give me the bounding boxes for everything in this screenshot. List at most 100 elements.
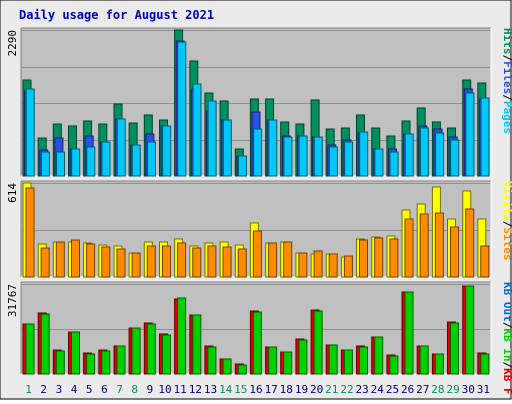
x-tick-label-25: 25 — [386, 383, 399, 396]
side-legend-sites: Sites — [501, 227, 512, 260]
x-tick-label-28: 28 — [431, 383, 444, 396]
bar-sites-day-12 — [192, 247, 202, 278]
bar-sites-day-21 — [328, 253, 338, 278]
bar-sites-day-28 — [434, 212, 444, 278]
bar-kb-in-day-5 — [86, 353, 96, 375]
bar-kb-in-day-6 — [101, 350, 111, 375]
bar-pages-day-16 — [253, 128, 263, 177]
bar-sites-day-15 — [237, 248, 247, 278]
x-tick-label-31: 31 — [477, 383, 490, 396]
bar-kb-in-day-11 — [177, 297, 187, 375]
bar-pages-day-15 — [238, 155, 247, 177]
side-legend-kb-f: KB F — [501, 368, 512, 395]
bar-pages-day-4 — [71, 148, 81, 177]
x-tick-label-26: 26 — [401, 383, 414, 396]
x-tick-label-7: 7 — [116, 383, 123, 396]
side-legend-text: Hits/Files/Pages — [501, 28, 512, 134]
x-tick-label-9: 9 — [147, 383, 154, 396]
bar-pages-day-18 — [283, 136, 293, 177]
x-tick-label-1: 1 — [25, 383, 32, 396]
bar-sites-day-23 — [359, 239, 368, 278]
bar-pages-day-19 — [298, 135, 308, 177]
bar-sites-day-22 — [343, 255, 353, 278]
bar-kb-in-day-27 — [419, 345, 429, 375]
bar-sites-day-8 — [131, 252, 141, 278]
side-legend: Hits/Files/Pages — [501, 28, 512, 134]
side-legend-kb-out: KB Out — [501, 282, 512, 322]
bar-kb-in-day-10 — [162, 334, 171, 375]
bar-pages-day-20 — [313, 136, 323, 177]
x-tick-label-18: 18 — [280, 383, 293, 396]
x-tick-label-5: 5 — [86, 383, 93, 396]
bar-kb-in-day-30 — [465, 285, 475, 375]
x-tick-label-20: 20 — [310, 383, 323, 396]
bar-kb-in-day-13 — [207, 346, 217, 375]
bar-sites-day-14 — [222, 246, 232, 278]
side-legend-files: Files — [501, 61, 512, 94]
bar-kb-in-day-29 — [450, 322, 459, 375]
bar-kb-in-day-26 — [404, 291, 414, 375]
bar-sites-day-4 — [71, 239, 80, 278]
bar-sites-day-6 — [101, 246, 111, 278]
bars — [22, 285, 490, 375]
bar-pages-day-6 — [101, 141, 111, 177]
y-max-label: 2290 — [6, 30, 19, 57]
side-legend-separator: / — [501, 322, 512, 329]
bar-kb-in-day-8 — [131, 327, 141, 375]
x-tick-label-2: 2 — [40, 383, 47, 396]
x-tick-label-6: 6 — [101, 383, 108, 396]
bar-pages-day-21 — [328, 146, 338, 177]
bars — [22, 29, 490, 177]
side-legend-visits: Visits — [501, 181, 512, 221]
bar-kb-in-day-31 — [480, 353, 490, 375]
x-tick-label-30: 30 — [462, 383, 475, 396]
side-legend-text: Visits/Sites — [501, 181, 512, 261]
bar-sites-day-20 — [313, 250, 323, 278]
bar-pages-day-8 — [131, 144, 141, 177]
x-tick-label-21: 21 — [325, 383, 338, 396]
side-legend-separator: / — [501, 221, 512, 228]
bar-pages-day-25 — [389, 151, 399, 177]
bar-sites-day-25 — [389, 238, 399, 278]
bar-sites-day-9 — [146, 245, 156, 278]
bar-pages-day-9 — [147, 141, 156, 177]
bar-pages-day-11 — [177, 41, 187, 177]
y-max-label: 31767 — [6, 284, 19, 317]
panel-visits-sites: 614 Visits/Sites — [6, 180, 512, 278]
bar-pages-day-13 — [207, 100, 217, 177]
side-legend-hits: Hits — [501, 28, 512, 55]
bar-sites-day-11 — [177, 242, 187, 278]
bar-sites-day-16 — [252, 230, 262, 278]
side-legend-pages: Pages — [501, 101, 512, 134]
bar-sites-day-26 — [404, 218, 414, 278]
bar-sites-day-1 — [25, 187, 35, 278]
bar-kb-in-day-16 — [252, 311, 262, 375]
x-tick-label-16: 16 — [249, 383, 262, 396]
side-legend-text: KB Out/KB In/KB F — [501, 282, 512, 395]
bar-kb-in-day-17 — [268, 346, 278, 375]
y-max-label: 614 — [6, 183, 19, 203]
bar-sites-day-29 — [450, 226, 459, 278]
bar-kb-in-day-23 — [359, 346, 368, 375]
bar-sites-day-3 — [55, 241, 65, 278]
x-tick-label-11: 11 — [174, 383, 187, 396]
bar-sites-day-19 — [298, 252, 308, 278]
x-tick-label-17: 17 — [265, 383, 278, 396]
bar-pages-day-12 — [192, 83, 202, 177]
bar-pages-day-29 — [450, 139, 460, 177]
chart-title: Daily usage for August 2021 — [19, 8, 214, 22]
x-tick-label-27: 27 — [416, 383, 429, 396]
bar-kb-in-day-28 — [434, 353, 444, 375]
bar-kb-in-day-14 — [222, 358, 232, 375]
bar-sites-day-31 — [480, 245, 490, 278]
side-legend: KB Out/KB In/KB F — [501, 282, 512, 395]
bar-sites-day-27 — [419, 213, 429, 278]
bar-pages-day-5 — [86, 146, 96, 177]
bar-sites-day-18 — [283, 241, 293, 278]
bar-kb-in-day-15 — [237, 364, 247, 375]
bar-sites-day-17 — [268, 242, 278, 278]
bar-kb-in-day-2 — [40, 313, 50, 375]
x-tick-label-12: 12 — [189, 383, 202, 396]
x-tick-label-14: 14 — [219, 383, 233, 396]
